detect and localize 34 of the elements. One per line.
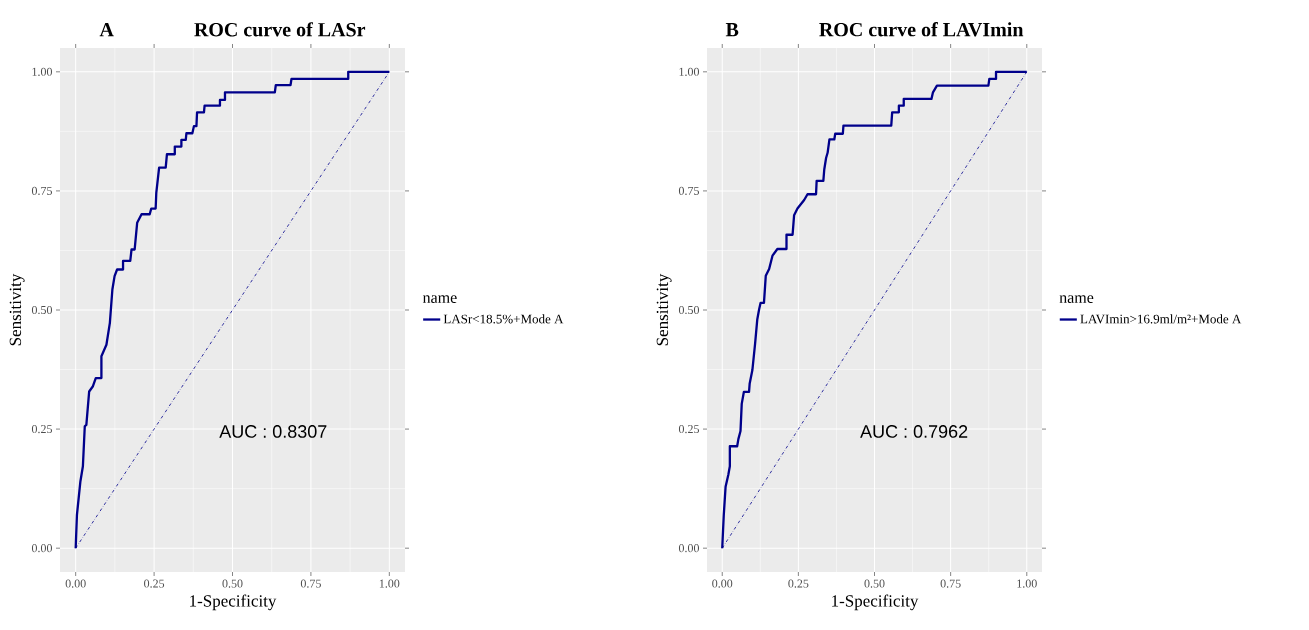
- y-tick-label: 0.50: [678, 305, 700, 315]
- x-tick-label: 0.75: [940, 579, 961, 588]
- chart-title: ROC curve of LAVImin: [819, 22, 1024, 37]
- legend-label: LAVImin>16.9ml/m²+Mode A: [1080, 314, 1242, 324]
- x-tick-label: 1.00: [1017, 579, 1037, 588]
- annotation: AUC : 0.8307: [219, 425, 327, 438]
- text: B: [725, 23, 739, 37]
- x-tick-label: 0.50: [864, 579, 885, 588]
- y-tick-label: 0.00: [678, 544, 700, 553]
- x-tick-label: 0.25: [144, 579, 165, 588]
- y-axis-title: Sensitivity: [9, 273, 25, 346]
- annotation: AUC : 0.7962: [860, 425, 968, 438]
- legend-label: LASr<18.5%+Mode A: [443, 314, 564, 324]
- x-axis-title: 1-Specificity: [190, 594, 277, 611]
- y-tick-label: 0.00: [31, 544, 53, 553]
- y-axis-title: Sensitivity: [656, 273, 672, 346]
- legend-title: name: [1059, 295, 1094, 303]
- x-tick-label: 0.00: [712, 579, 733, 588]
- x-tick-label: 0.00: [65, 579, 86, 588]
- text: A: [99, 23, 114, 37]
- y-tick-label: 0.50: [31, 305, 53, 315]
- y-tick-label: 0.75: [31, 186, 53, 195]
- x-tick-label: 0.50: [222, 579, 243, 588]
- x-tick-label: 0.75: [300, 579, 321, 588]
- legend-title: name: [422, 295, 457, 303]
- x-tick-label: 1.00: [379, 579, 400, 588]
- y-tick-label: 0.25: [31, 425, 53, 434]
- x-tick-label: 0.25: [788, 579, 809, 588]
- y-tick-label: 0.75: [678, 186, 700, 195]
- chart-title: ROC curve of LASr: [194, 22, 366, 37]
- y-tick-label: 0.25: [678, 425, 700, 434]
- x-axis-title: 1-Specificity: [832, 594, 919, 611]
- y-tick-label: 1.00: [32, 67, 53, 76]
- y-tick-label: 1.00: [679, 67, 700, 76]
